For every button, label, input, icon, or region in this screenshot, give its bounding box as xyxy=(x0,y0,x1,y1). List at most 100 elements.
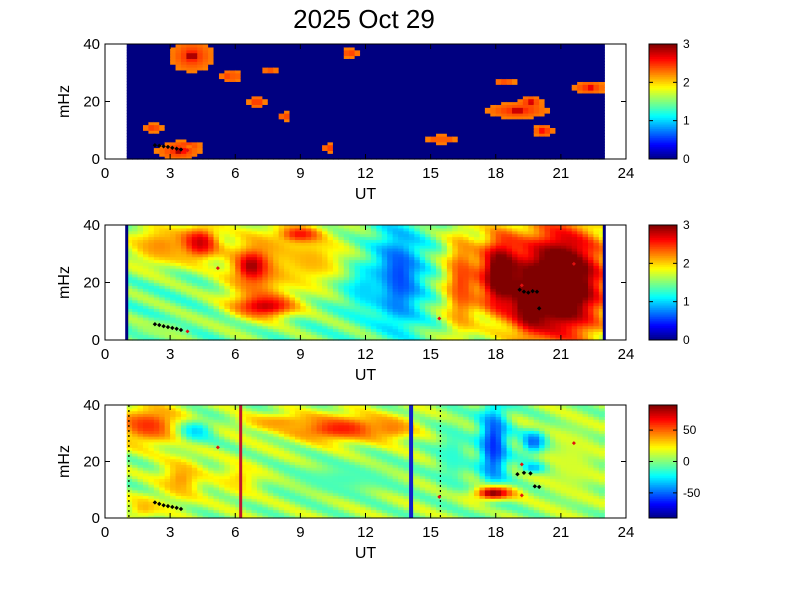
heatmap-cell xyxy=(305,115,312,120)
heatmap-cell xyxy=(191,64,198,68)
heatmap-cell xyxy=(349,61,356,65)
heatmap-cell xyxy=(398,113,405,117)
heatmap-cell xyxy=(566,141,573,146)
heatmap-cell xyxy=(159,113,166,117)
heatmap-cell xyxy=(381,121,388,126)
heatmap-cell xyxy=(436,78,443,82)
heatmap-cell xyxy=(278,113,285,117)
heatmap-cell xyxy=(457,150,464,154)
heatmap-cell xyxy=(273,115,280,120)
heatmap-cell xyxy=(349,52,356,57)
heatmap-cell xyxy=(126,268,133,272)
heatmap-cell xyxy=(240,138,247,143)
heatmap-cell xyxy=(338,115,345,120)
heatmap-cell xyxy=(441,150,448,154)
heatmap-cell xyxy=(284,78,291,82)
heatmap-cell xyxy=(322,136,329,140)
heatmap-cell xyxy=(137,78,144,82)
heatmap-cell xyxy=(365,121,372,126)
heatmap-cell xyxy=(251,90,258,94)
heatmap-cell xyxy=(273,72,280,77)
heatmap-cell xyxy=(495,147,502,151)
heatmap-cell xyxy=(289,133,296,137)
heatmap-cell xyxy=(126,104,133,108)
heatmap-cell xyxy=(419,55,426,59)
heatmap-cell xyxy=(267,67,274,71)
heatmap-cell xyxy=(463,121,470,126)
heatmap-cell xyxy=(392,150,399,154)
heatmap-cell xyxy=(311,141,318,146)
heatmap-cell xyxy=(392,115,399,120)
heatmap-cell xyxy=(278,110,285,114)
colorbar-segment xyxy=(649,128,677,131)
colorbar-segment xyxy=(649,132,677,135)
heatmap-cell xyxy=(300,115,307,120)
heatmap-cell xyxy=(251,107,258,111)
heatmap-cell xyxy=(240,136,247,140)
heatmap-cell xyxy=(186,64,193,68)
heatmap-cell xyxy=(148,95,155,100)
heatmap-cell xyxy=(414,150,421,154)
heatmap-cell xyxy=(522,115,529,120)
heatmap-cell xyxy=(343,58,350,62)
heatmap-cell xyxy=(126,248,133,252)
heatmap-cell xyxy=(294,118,301,123)
heatmap-cell xyxy=(517,81,524,85)
heatmap-cell xyxy=(598,92,605,97)
heatmap-cell xyxy=(300,133,307,137)
heatmap-cell xyxy=(566,90,573,94)
heatmap-cell xyxy=(414,141,421,146)
heatmap-cell xyxy=(186,110,193,114)
heatmap-cell xyxy=(474,72,481,77)
heatmap-cell xyxy=(175,72,182,77)
heatmap-cell xyxy=(387,138,394,143)
heatmap-cell xyxy=(251,81,258,85)
heatmap-cell xyxy=(571,58,578,62)
heatmap-cell xyxy=(381,44,388,48)
heatmap-cell xyxy=(322,110,329,114)
heatmap-cell xyxy=(463,69,470,74)
heatmap-cell xyxy=(343,133,350,137)
heatmap-cell xyxy=(408,150,415,154)
heatmap-cell xyxy=(490,136,497,140)
heatmap-cell xyxy=(490,115,497,120)
heatmap-cell xyxy=(218,121,225,126)
heatmap-cell xyxy=(349,78,356,82)
heatmap-cell xyxy=(191,133,198,137)
heatmap-cell xyxy=(300,104,307,108)
heatmap-cell xyxy=(430,52,437,57)
heatmap-cell xyxy=(441,81,448,85)
heatmap-cell xyxy=(132,133,139,137)
heatmap-cell xyxy=(474,150,481,154)
heatmap-cell xyxy=(517,58,524,62)
heatmap-cell xyxy=(180,69,188,74)
heatmap-cell xyxy=(240,118,247,123)
heatmap-cell xyxy=(468,136,475,140)
heatmap-cell xyxy=(571,136,578,140)
heatmap-cell xyxy=(262,69,269,74)
heatmap-cell xyxy=(539,138,546,143)
heatmap-cell xyxy=(484,141,491,146)
heatmap-cell xyxy=(484,75,491,80)
heatmap-cell xyxy=(338,92,345,97)
heatmap-cell xyxy=(365,75,372,80)
heatmap-cell xyxy=(294,141,301,146)
heatmap-cell xyxy=(360,130,367,134)
colorbar-segment xyxy=(649,139,677,142)
heatmap-cell xyxy=(501,52,508,57)
heatmap-cell xyxy=(300,113,307,117)
heatmap-cell xyxy=(153,124,160,128)
heatmap-cell xyxy=(441,46,448,51)
heatmap-cell xyxy=(571,49,578,54)
heatmap-cell xyxy=(436,98,443,103)
heatmap-cell xyxy=(311,118,318,123)
heatmap-cell xyxy=(598,58,605,62)
heatmap-cell xyxy=(522,141,529,146)
heatmap-cell xyxy=(577,153,584,157)
heatmap-cell xyxy=(457,90,464,94)
heatmap-cell xyxy=(235,81,242,85)
heatmap-cell xyxy=(593,118,600,123)
heatmap-cell xyxy=(441,87,448,91)
heatmap-cell xyxy=(153,141,160,146)
heatmap-cell xyxy=(175,107,182,111)
